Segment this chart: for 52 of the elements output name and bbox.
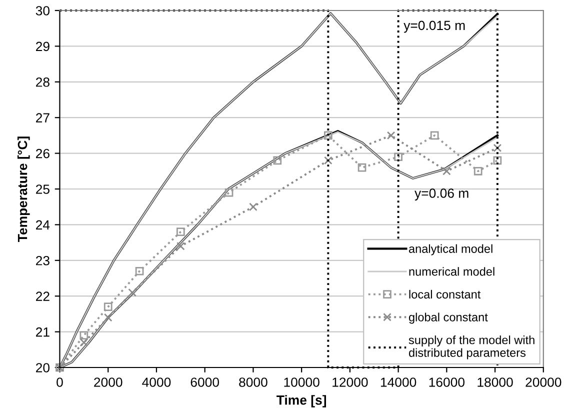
x-tick-label: 12000 xyxy=(332,378,368,387)
point xyxy=(80,331,88,340)
point xyxy=(273,156,282,165)
y-tick-label: 26 xyxy=(36,148,50,158)
point xyxy=(324,131,332,140)
x-tick-label: 6000 xyxy=(190,378,219,387)
legend-label: local constant xyxy=(409,290,481,299)
point xyxy=(80,338,88,347)
y-tick-label: 22 xyxy=(36,292,50,301)
y-tick-label: 30 xyxy=(36,6,50,16)
point xyxy=(358,163,366,172)
point xyxy=(249,202,258,212)
point xyxy=(430,131,439,140)
point xyxy=(493,156,502,165)
x-tick-label: 16000 xyxy=(429,378,464,387)
point xyxy=(386,131,396,140)
x-axis-title: Time [s] xyxy=(276,395,326,408)
legend-label: global constant xyxy=(408,312,488,324)
y-tick-label: 23 xyxy=(36,256,50,266)
y-tick-label: 28 xyxy=(36,77,50,87)
y-tick-label: 27 xyxy=(36,113,50,122)
legend-label: analytical model xyxy=(408,244,492,256)
y-tick-label: 25 xyxy=(36,184,50,194)
point xyxy=(493,144,502,152)
point xyxy=(128,288,136,297)
legend-label: supply of the model with distributed parameters xyxy=(408,336,534,360)
y-tick-label: 29 xyxy=(36,42,50,52)
y-tick-label: 20 xyxy=(36,363,50,372)
point xyxy=(104,302,112,311)
point xyxy=(104,313,112,322)
point xyxy=(474,166,482,176)
point xyxy=(394,152,402,162)
x-tick-label: 20000 xyxy=(526,378,562,387)
point xyxy=(135,266,144,276)
y-tick-label: 21 xyxy=(36,327,50,337)
point xyxy=(324,156,332,165)
point xyxy=(176,242,185,250)
point xyxy=(224,188,234,197)
x-tick-label: 14000 xyxy=(380,378,416,387)
y-axis-title: Temperature [°C] xyxy=(17,136,30,242)
legend-label: numerical model xyxy=(409,267,494,276)
point xyxy=(176,228,185,236)
point xyxy=(442,166,451,176)
y-tick-label: 24 xyxy=(36,220,50,230)
annotation: y=0.015 m xyxy=(404,20,465,33)
x-tick-label: 4000 xyxy=(142,378,171,387)
x-tick-label: 18000 xyxy=(478,378,513,387)
annotation: y=0.06 m xyxy=(414,188,468,201)
x-tick-label: 8000 xyxy=(239,378,268,387)
x-tick-label: 2000 xyxy=(94,378,122,387)
x-tick-label: 10000 xyxy=(284,378,320,387)
x-tick-label: 0 xyxy=(56,378,63,387)
